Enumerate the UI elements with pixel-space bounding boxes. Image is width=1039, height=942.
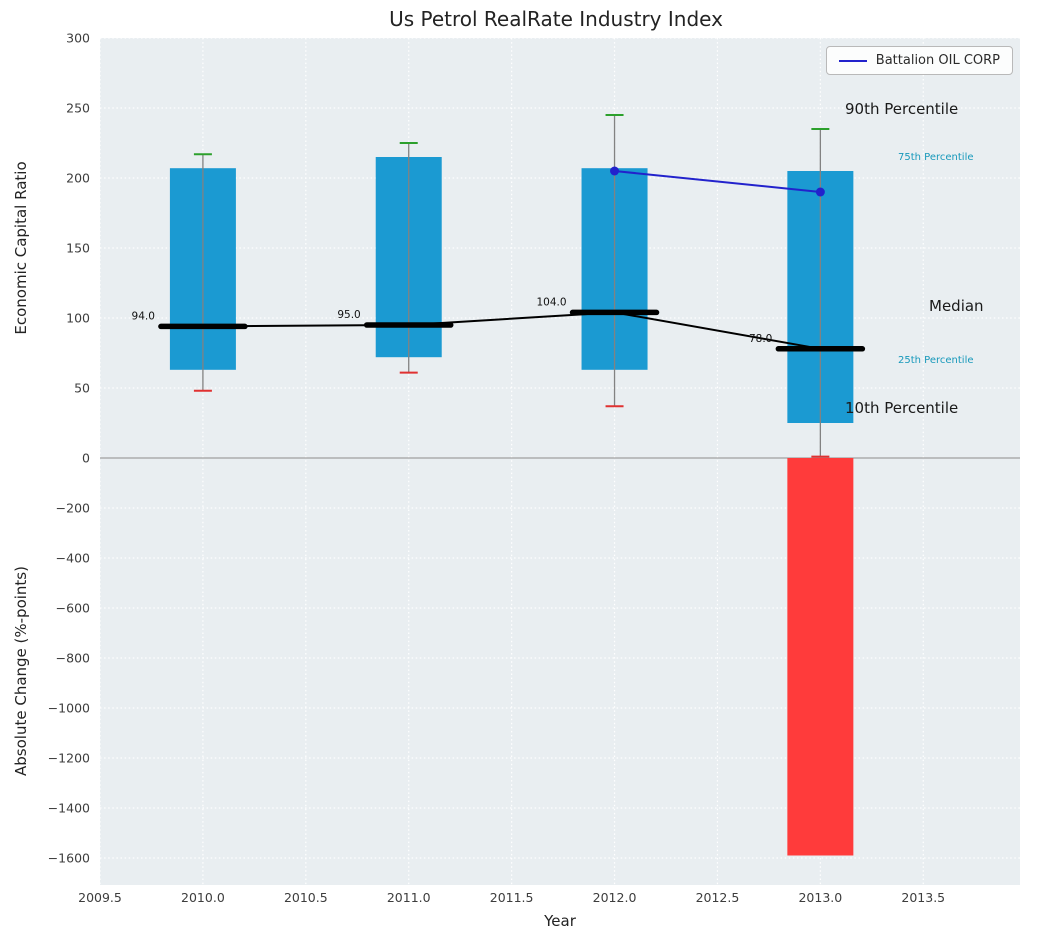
company-point (610, 166, 620, 176)
median-value-label: 94.0 (132, 310, 155, 322)
legend: Battalion OIL CORP (825, 46, 1013, 75)
company-line (614, 170, 821, 193)
bottom-y-axis-label: Absolute Change (%-points) (12, 566, 30, 776)
legend-label: Battalion OIL CORP (875, 53, 1000, 68)
chart-title: Us Petrol RealRate Industry Index (389, 7, 723, 31)
y-tick-label-bottom: −1600 (48, 851, 90, 866)
x-tick-label: 2013.5 (901, 890, 945, 905)
y-tick-label-top: 150 (66, 241, 90, 256)
annotation-90th-percentile: 90th Percentile (845, 100, 959, 118)
x-tick-label: 2011.0 (387, 890, 431, 905)
y-tick-label-top: 0 (82, 451, 90, 466)
x-tick-label: 2011.5 (490, 890, 534, 905)
x-axis-label: Year (544, 912, 576, 930)
y-tick-label-top: 100 (66, 311, 90, 326)
top-y-axis-label: Economic Capital Ratio (12, 161, 30, 335)
y-tick-label-bottom: −800 (56, 651, 90, 666)
bottom-panel-background (100, 458, 1020, 885)
median-trend-line (202, 311, 821, 350)
annotation-10th-percentile: 10th Percentile (845, 399, 959, 417)
median-value-label: 78.0 (749, 333, 772, 345)
company-point (815, 187, 825, 197)
y-tick-label-bottom: −1000 (48, 701, 90, 716)
y-tick-label-bottom: −1200 (48, 751, 90, 766)
annotation-median: Median (929, 297, 984, 315)
median-value-label: 104.0 (536, 296, 566, 308)
annotation-75th-percentile: 75th Percentile (898, 152, 974, 163)
legend-line-sample (838, 59, 867, 62)
x-tick-label: 2013.0 (798, 890, 842, 905)
y-tick-label-top: 300 (66, 31, 90, 46)
median-value-label: 95.0 (337, 309, 360, 321)
change-bar (787, 458, 854, 856)
y-tick-label-bottom: −1400 (48, 801, 90, 816)
y-tick-label-top: 200 (66, 171, 90, 186)
y-tick-label-bottom: −400 (56, 551, 90, 566)
x-tick-label: 2010.5 (284, 890, 328, 905)
y-tick-label-top: 250 (66, 101, 90, 116)
y-tick-label-bottom: −600 (56, 601, 90, 616)
annotation-25th-percentile: 25th Percentile (898, 355, 974, 366)
y-tick-label-bottom: −200 (56, 501, 90, 516)
x-tick-label: 2010.0 (181, 890, 225, 905)
y-tick-label-top: 50 (74, 381, 90, 396)
x-tick-label: 2012.0 (593, 890, 637, 905)
x-tick-label: 2009.5 (78, 890, 122, 905)
x-tick-label: 2012.5 (696, 890, 740, 905)
